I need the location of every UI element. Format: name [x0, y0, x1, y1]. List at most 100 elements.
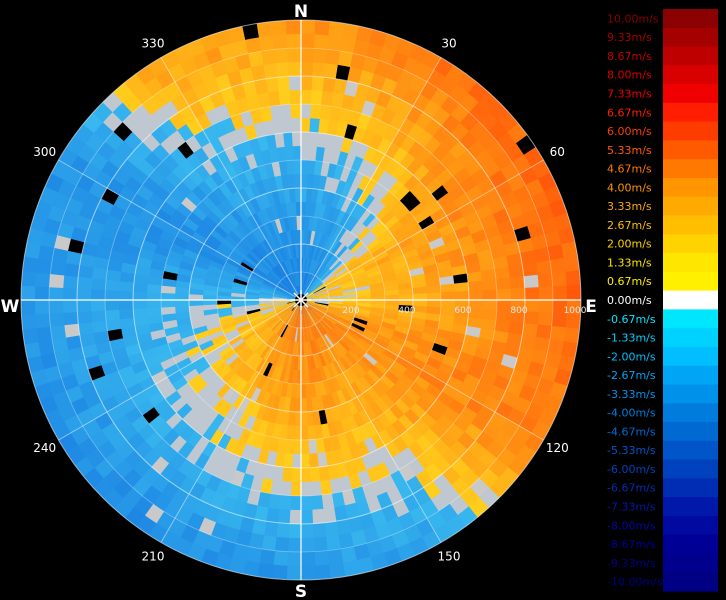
velocity-cell	[189, 310, 205, 318]
velocity-cell	[136, 331, 153, 344]
velocity-cell	[197, 64, 217, 83]
velocity-cell	[277, 75, 291, 92]
velocity-cell	[303, 257, 308, 273]
velocity-cell	[261, 48, 277, 65]
velocity-cell	[313, 287, 328, 295]
velocity-cell	[200, 33, 220, 52]
velocity-cell	[389, 384, 406, 400]
velocity-cell	[441, 383, 460, 400]
velocity-cell	[398, 117, 416, 136]
velocity-cell	[339, 315, 354, 324]
velocity-cell	[430, 208, 448, 224]
velocity-cell	[363, 352, 378, 366]
velocity-cell	[355, 142, 370, 160]
velocity-cell	[290, 201, 297, 217]
velocity-cell	[272, 295, 288, 299]
velocity-cell	[335, 226, 348, 242]
velocity-cell	[151, 438, 171, 457]
velocity-cell	[399, 135, 417, 153]
velocity-cell	[259, 105, 273, 122]
velocity-cell	[380, 504, 399, 523]
velocity-cell	[394, 185, 411, 202]
velocity-cell	[306, 273, 314, 288]
velocity-cell	[185, 152, 203, 170]
velocity-cell	[217, 449, 233, 467]
velocity-cell	[407, 140, 425, 159]
velocity-cell	[267, 252, 279, 267]
velocity-cell	[303, 272, 309, 287]
velocity-cell	[324, 314, 338, 324]
velocity-cell	[124, 176, 143, 194]
velocity-cell	[241, 330, 256, 342]
velocity-cell	[182, 248, 199, 260]
velocity-cell	[93, 255, 110, 270]
velocity-cell	[358, 376, 372, 392]
velocity-cell	[286, 425, 295, 441]
velocity-cell	[260, 284, 275, 292]
velocity-cell	[159, 229, 177, 244]
velocity-cell	[256, 343, 269, 358]
velocity-cell	[260, 192, 271, 209]
velocity-cell	[371, 201, 386, 217]
velocity-cell	[300, 229, 305, 245]
velocity-cell	[440, 283, 456, 293]
velocity-cell	[232, 314, 248, 322]
velocity-cell	[313, 324, 323, 338]
velocity-cell	[240, 443, 254, 461]
colorbar-swatch	[663, 65, 718, 85]
velocity-cell	[175, 202, 193, 218]
velocity-cell	[79, 332, 96, 348]
velocity-cell	[230, 376, 244, 392]
velocity-cell	[382, 317, 398, 326]
velocity-cell	[146, 223, 164, 238]
azimuth-line	[160, 57, 302, 301]
velocity-cell	[57, 361, 75, 379]
velocity-cell	[241, 237, 255, 251]
velocity-cell	[111, 346, 128, 361]
velocity-cell	[370, 299, 386, 305]
velocity-cell	[329, 222, 340, 238]
velocity-cell	[382, 548, 402, 567]
velocity-cell	[394, 355, 411, 370]
colorbar-label: -3.33m/s	[607, 388, 656, 401]
velocity-cell	[325, 312, 339, 322]
velocity-cell	[313, 47, 328, 64]
velocity-cell	[213, 224, 229, 239]
velocity-cell	[255, 404, 267, 421]
velocity-cell	[272, 118, 284, 135]
velocity-cell	[275, 61, 290, 78]
velocity-cell	[375, 379, 391, 395]
velocity-cell	[466, 317, 483, 329]
velocity-cell	[238, 365, 252, 380]
velocity-cell	[329, 435, 342, 452]
velocity-cell	[480, 318, 497, 332]
velocity-cell	[175, 229, 192, 243]
velocity-cell	[331, 345, 343, 360]
velocity-cell	[377, 413, 392, 430]
velocity-cell	[279, 309, 292, 321]
velocity-cell	[380, 233, 396, 247]
velocity-cell	[353, 39, 371, 57]
velocity-cell	[476, 337, 494, 352]
velocity-cell	[397, 282, 413, 290]
velocity-cell	[210, 522, 228, 541]
velocity-cell	[416, 344, 433, 358]
velocity-cell	[288, 61, 302, 77]
velocity-cell	[289, 244, 295, 259]
colorbar-label: -10.00m/s	[607, 576, 663, 589]
velocity-cell	[188, 414, 205, 432]
velocity-cell	[231, 83, 247, 101]
velocity-cell	[329, 406, 341, 423]
velocity-cell	[309, 244, 316, 260]
velocity-cell	[270, 204, 280, 221]
velocity-cell	[207, 325, 223, 336]
velocity-cell	[314, 303, 329, 309]
velocity-cell	[218, 314, 234, 322]
velocity-cell	[327, 464, 340, 481]
velocity-cell	[361, 390, 376, 407]
velocity-cell	[411, 311, 427, 320]
velocity-cell	[248, 276, 263, 285]
velocity-cell	[159, 405, 177, 423]
velocity-cell	[156, 349, 174, 364]
